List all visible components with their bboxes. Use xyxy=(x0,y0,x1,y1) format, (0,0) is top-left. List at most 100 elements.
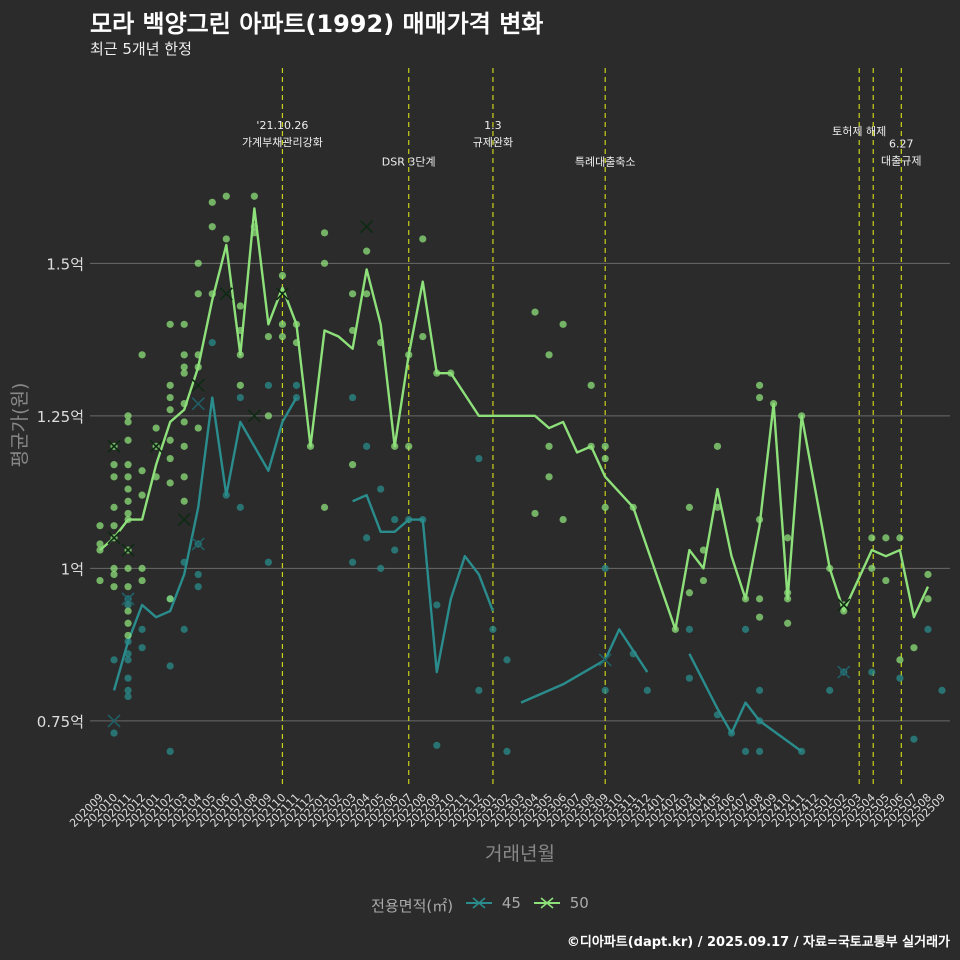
data-point xyxy=(363,442,371,450)
data-point xyxy=(110,522,118,530)
data-point xyxy=(124,692,132,701)
data-point xyxy=(96,522,104,530)
cross-marker xyxy=(219,287,233,301)
series-line xyxy=(688,653,803,753)
data-point xyxy=(180,442,188,450)
event-label: 6.27 xyxy=(889,137,914,150)
data-point xyxy=(363,247,371,255)
data-point xyxy=(166,436,174,444)
cross-marker xyxy=(191,537,205,551)
data-point xyxy=(419,332,427,341)
data-point xyxy=(264,558,272,566)
data-point xyxy=(124,656,132,664)
data-point xyxy=(503,656,511,664)
credit-text: ©디아파트(dapt.kr) / 2025.09.17 / 자료=국토교통부 실… xyxy=(566,935,950,950)
data-point xyxy=(868,564,876,572)
cross-marker xyxy=(247,409,261,423)
data-point xyxy=(896,534,904,542)
data-point xyxy=(236,393,244,402)
data-point xyxy=(180,497,188,505)
data-point xyxy=(531,509,539,518)
cross-marker xyxy=(837,598,851,612)
data-point xyxy=(166,662,174,670)
series-45 xyxy=(107,339,946,755)
data-point xyxy=(601,686,609,694)
data-point xyxy=(124,619,132,627)
cross-marker xyxy=(177,512,191,527)
y-tick-label: 0.75억 xyxy=(37,713,84,731)
data-point xyxy=(685,503,694,511)
data-point xyxy=(924,625,932,633)
cross-marker xyxy=(121,543,135,557)
data-point xyxy=(278,271,287,280)
data-point xyxy=(124,436,132,444)
data-point xyxy=(124,461,132,469)
data-point xyxy=(755,747,764,755)
event-label: DSR 3단계 xyxy=(382,156,436,169)
data-point xyxy=(208,339,216,347)
event-label: 규제완화 xyxy=(473,136,513,149)
data-point xyxy=(910,735,918,743)
event-label: '21.10.26 xyxy=(256,119,308,132)
data-point xyxy=(110,473,118,481)
data-point xyxy=(138,644,146,652)
data-point xyxy=(124,564,132,572)
data-point xyxy=(826,686,834,694)
data-point xyxy=(601,564,609,572)
data-point xyxy=(545,351,553,359)
data-point xyxy=(910,644,918,652)
data-point xyxy=(896,674,904,682)
y-tick-label: 1억 xyxy=(61,560,84,578)
cross-marker xyxy=(107,714,121,728)
data-point xyxy=(124,412,132,420)
data-point xyxy=(601,442,609,450)
data-point xyxy=(545,442,553,450)
data-point xyxy=(180,320,188,328)
data-point xyxy=(124,509,132,518)
data-point xyxy=(138,564,146,572)
cross-marker xyxy=(149,439,163,453)
legend-item-45: 45 xyxy=(464,894,521,912)
data-point xyxy=(559,515,567,524)
data-point xyxy=(419,235,427,243)
cross-marker xyxy=(107,439,121,453)
data-point xyxy=(475,454,483,463)
event-label: 가계부채관리강화 xyxy=(242,136,323,149)
cross-marker xyxy=(837,665,851,679)
data-point xyxy=(180,363,188,371)
data-point xyxy=(320,259,329,267)
data-point xyxy=(110,656,118,664)
data-point xyxy=(124,418,132,426)
data-point xyxy=(180,473,188,481)
data-point xyxy=(559,320,567,328)
data-point xyxy=(405,442,413,450)
data-point xyxy=(180,369,188,377)
data-point xyxy=(96,576,104,585)
data-point xyxy=(264,412,272,420)
data-point xyxy=(882,534,890,542)
data-point xyxy=(601,503,609,511)
chart-title: 모라 백양그린 아파트(1992) 매매가격 변화 xyxy=(90,10,544,38)
series-line xyxy=(352,493,495,674)
data-point xyxy=(138,491,146,499)
data-point xyxy=(194,424,202,432)
data-point xyxy=(349,461,357,469)
data-point xyxy=(138,351,146,359)
data-point xyxy=(755,595,764,603)
data-point xyxy=(587,381,595,389)
data-point xyxy=(896,656,904,664)
data-point xyxy=(96,540,104,548)
data-point xyxy=(124,497,132,505)
cross-marker xyxy=(121,592,135,606)
data-point xyxy=(924,595,932,603)
data-point xyxy=(391,546,399,554)
data-point xyxy=(741,625,750,633)
data-point xyxy=(124,631,132,640)
data-point xyxy=(166,454,174,463)
data-point xyxy=(110,564,118,572)
data-point xyxy=(236,381,244,389)
data-point xyxy=(363,534,371,542)
cross-marker xyxy=(598,653,612,667)
data-point xyxy=(699,576,708,585)
data-point xyxy=(236,302,244,310)
